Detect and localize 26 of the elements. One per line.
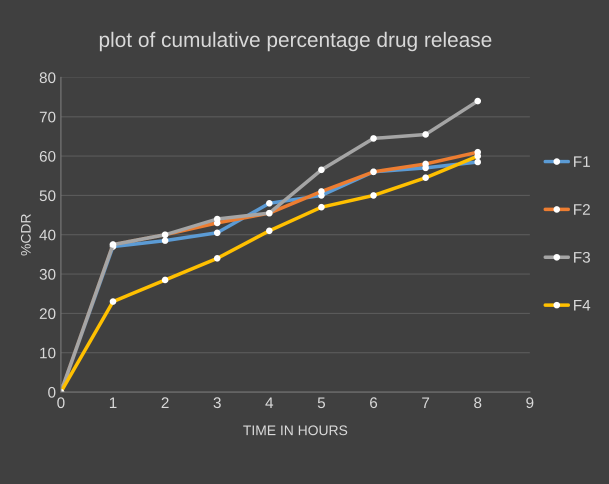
y-tick-label: 60 xyxy=(40,150,56,162)
y-tick-label: 10 xyxy=(40,348,56,358)
chart-title: plot of cumulative percentage drug release xyxy=(100,32,492,52)
x-tick-label: 1 xyxy=(110,397,117,408)
y-tick-label: 80 xyxy=(40,72,56,84)
legend-label: F4 xyxy=(574,300,590,310)
y-tick-label: 30 xyxy=(40,268,56,280)
x-tick-label: 3 xyxy=(214,397,221,408)
legend-label: F2 xyxy=(574,204,590,215)
x-tick-label: 0 xyxy=(57,397,65,408)
y-tick-label: 70 xyxy=(40,112,56,122)
y-tick-label: 40 xyxy=(39,230,56,240)
y-axis-title: %CDR xyxy=(20,214,31,256)
x-tick-label: 4 xyxy=(265,397,274,408)
x-tick-label: 9 xyxy=(526,397,534,408)
x-tick-label: 6 xyxy=(370,397,378,408)
y-tick-label: 20 xyxy=(40,308,56,320)
legend-label: F3 xyxy=(574,252,590,263)
x-tick-label: 7 xyxy=(422,397,430,408)
x-axis-title: TIME IN HOURS xyxy=(243,425,348,436)
x-tick-label: 8 xyxy=(474,397,482,408)
x-tick-label: 5 xyxy=(318,397,326,408)
x-tick-label: 2 xyxy=(162,397,169,408)
y-tick-label: 50 xyxy=(40,190,56,202)
y-tick-label: 0 xyxy=(48,386,56,398)
legend-label: F1 xyxy=(574,156,590,167)
